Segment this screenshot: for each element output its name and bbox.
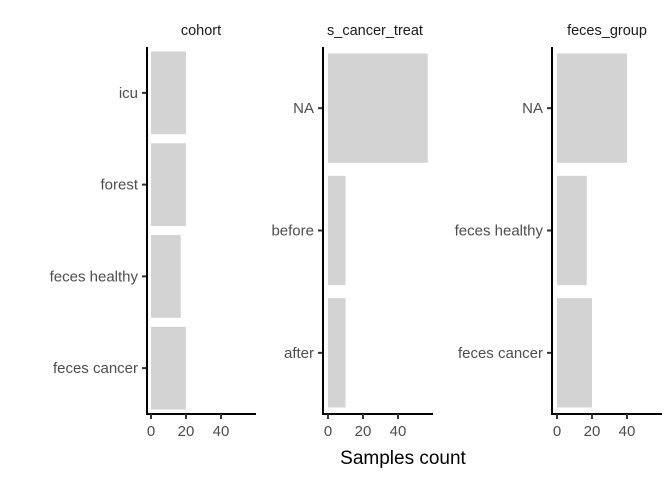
y-tick-label: feces cancer bbox=[53, 360, 138, 377]
panel-title: s_cancer_treat bbox=[327, 23, 423, 39]
chart-panels: cohort icu forest feces healthy feces cancer… bbox=[50, 23, 662, 440]
bar bbox=[328, 53, 428, 163]
y-tick-label: feces healthy bbox=[50, 268, 139, 285]
bar bbox=[557, 53, 627, 163]
x-tick-label: 40 bbox=[619, 423, 636, 440]
x-tick-label: 20 bbox=[355, 423, 372, 440]
x-axis-title: Samples count bbox=[340, 448, 466, 469]
y-tick-label: feces healthy bbox=[455, 223, 544, 240]
panel-1: cohort icu forest feces healthy feces cancer… bbox=[50, 23, 256, 440]
bar bbox=[557, 175, 587, 286]
x-tick-label: 20 bbox=[584, 423, 601, 440]
y-tick-label: before bbox=[271, 223, 314, 240]
x-tick-label: 0 bbox=[147, 423, 155, 440]
y-tick-label: forest bbox=[100, 177, 138, 194]
bar bbox=[151, 235, 181, 318]
y-tick-label: NA bbox=[293, 100, 314, 117]
bar bbox=[328, 175, 346, 286]
bar bbox=[328, 298, 346, 408]
bar bbox=[151, 51, 186, 135]
x-tick-label: 0 bbox=[324, 423, 332, 440]
y-tick-label: after bbox=[284, 345, 314, 362]
y-tick-label: icu bbox=[119, 85, 138, 102]
panel-2: s_cancer_treat NA before after 0 20 40 bbox=[271, 23, 433, 440]
bar bbox=[151, 143, 186, 226]
x-tick-label: 40 bbox=[213, 423, 230, 440]
bar bbox=[151, 326, 186, 410]
y-tick-label: NA bbox=[522, 100, 543, 117]
x-tick-label: 0 bbox=[553, 423, 561, 440]
panel-title: feces_group bbox=[567, 23, 647, 39]
bar bbox=[557, 298, 592, 408]
x-tick-label: 40 bbox=[390, 423, 407, 440]
panel-title: cohort bbox=[181, 23, 221, 39]
panel-3: feces_group NA feces healthy feces cancer 0 2… bbox=[455, 23, 662, 440]
x-tick-label: 20 bbox=[178, 423, 195, 440]
y-tick-label: feces cancer bbox=[458, 345, 543, 362]
